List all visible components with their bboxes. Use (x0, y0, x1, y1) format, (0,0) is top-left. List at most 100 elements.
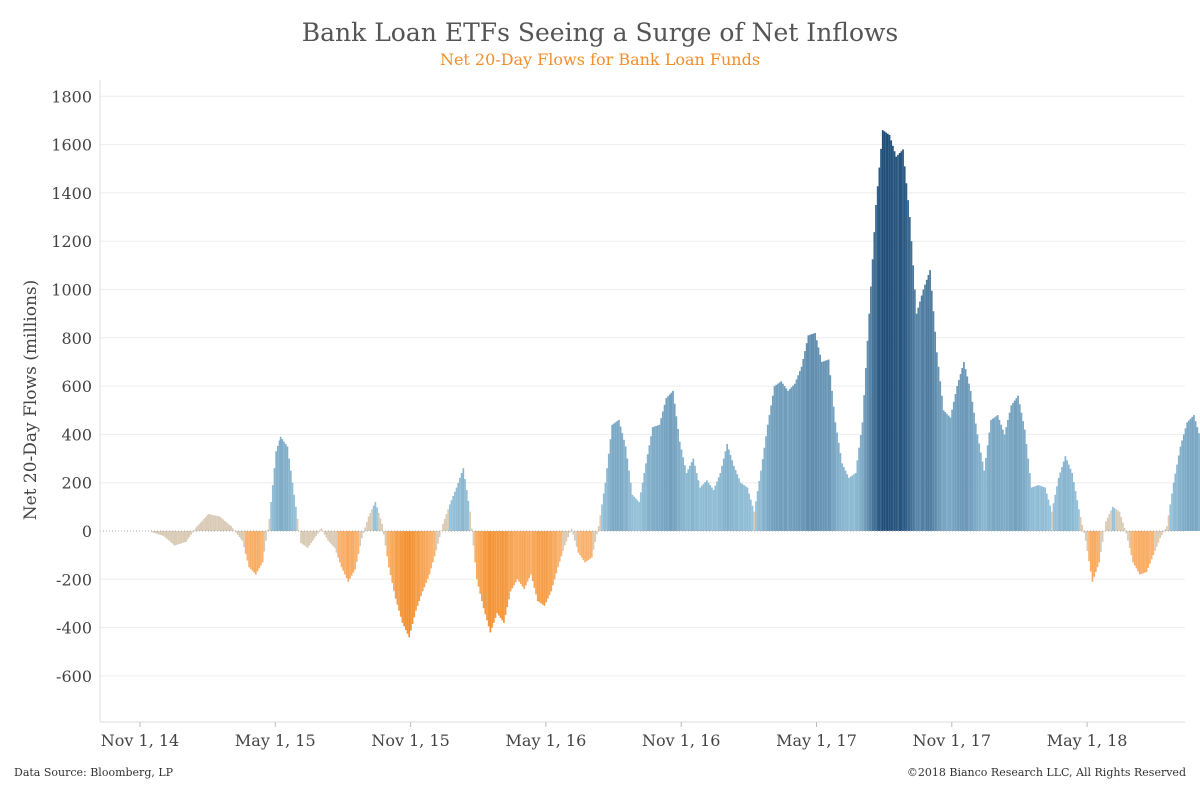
bar (357, 531, 360, 554)
bar (854, 473, 857, 531)
bar (963, 361, 965, 531)
bar (974, 423, 977, 531)
bar (1103, 531, 1106, 532)
bar (575, 531, 578, 547)
bar (812, 333, 815, 531)
bar (513, 531, 515, 586)
bar (996, 415, 999, 531)
bar (165, 531, 168, 539)
bar (563, 531, 566, 546)
bar (746, 487, 749, 531)
x-tick-label: Nov 1, 17 (913, 731, 991, 750)
bar (785, 388, 788, 531)
bar (572, 531, 575, 535)
bar (704, 482, 707, 531)
bar (379, 518, 382, 531)
bar (864, 367, 867, 531)
bar (607, 453, 610, 531)
bar (958, 380, 960, 531)
x-tick-label: May 1, 15 (235, 731, 316, 750)
bar (668, 394, 671, 531)
bar (714, 485, 717, 531)
bar (968, 383, 970, 531)
bar (858, 447, 860, 531)
bar (464, 479, 466, 531)
bar (763, 447, 766, 531)
bar (279, 436, 282, 531)
bar (981, 461, 984, 531)
bar (298, 531, 301, 532)
bar (335, 531, 338, 553)
bar (452, 495, 455, 531)
bar (1040, 486, 1043, 531)
bar (792, 385, 794, 531)
bar (411, 531, 414, 624)
bar (925, 279, 928, 531)
bar (1083, 531, 1085, 533)
bar (902, 149, 904, 531)
bar (330, 531, 333, 545)
bar (354, 531, 356, 570)
bar (196, 526, 199, 531)
bar (844, 470, 847, 532)
bar (690, 462, 693, 531)
bar (756, 491, 759, 531)
bar (633, 496, 635, 531)
bar (675, 416, 678, 531)
bar (582, 531, 585, 560)
bar (435, 531, 438, 551)
bar (949, 417, 952, 531)
bar (584, 531, 586, 563)
y-tick-label: 200 (61, 474, 92, 493)
bar (606, 468, 608, 531)
bar (670, 392, 673, 531)
bar (479, 531, 482, 594)
bar (903, 166, 906, 531)
bar (300, 531, 302, 544)
bar (540, 531, 542, 604)
bar (699, 487, 701, 531)
bar (824, 360, 827, 531)
bar (263, 531, 266, 552)
bar (998, 419, 1001, 531)
bar (199, 522, 202, 531)
bar (749, 499, 752, 531)
bar (932, 311, 935, 531)
bar (311, 531, 314, 541)
bar (942, 410, 945, 531)
bar (815, 340, 818, 531)
bar (636, 500, 639, 531)
bar (680, 449, 683, 531)
bar (238, 531, 241, 538)
bar (790, 387, 793, 531)
bar (472, 531, 475, 546)
bar (1032, 486, 1035, 531)
bar (738, 478, 740, 531)
bar (1198, 433, 1200, 531)
bar (1133, 531, 1136, 566)
bar (416, 531, 419, 606)
bar (771, 395, 774, 531)
bar (235, 531, 237, 533)
bar (1047, 499, 1050, 531)
bar (295, 506, 297, 531)
bar (377, 512, 380, 531)
x-tick-label: May 1, 17 (776, 731, 857, 750)
bar (284, 444, 287, 531)
bar (645, 463, 647, 531)
bar (457, 482, 460, 531)
bar (557, 531, 559, 568)
bar (408, 531, 411, 638)
bar (697, 480, 700, 531)
bar (317, 531, 319, 534)
bar (481, 531, 483, 602)
bar (541, 531, 544, 605)
bar (206, 515, 209, 531)
bar (839, 453, 842, 531)
bar (964, 369, 967, 531)
bar (327, 531, 329, 541)
bar (880, 148, 882, 531)
bar (672, 390, 674, 531)
bar (895, 156, 898, 531)
bar (684, 465, 686, 531)
